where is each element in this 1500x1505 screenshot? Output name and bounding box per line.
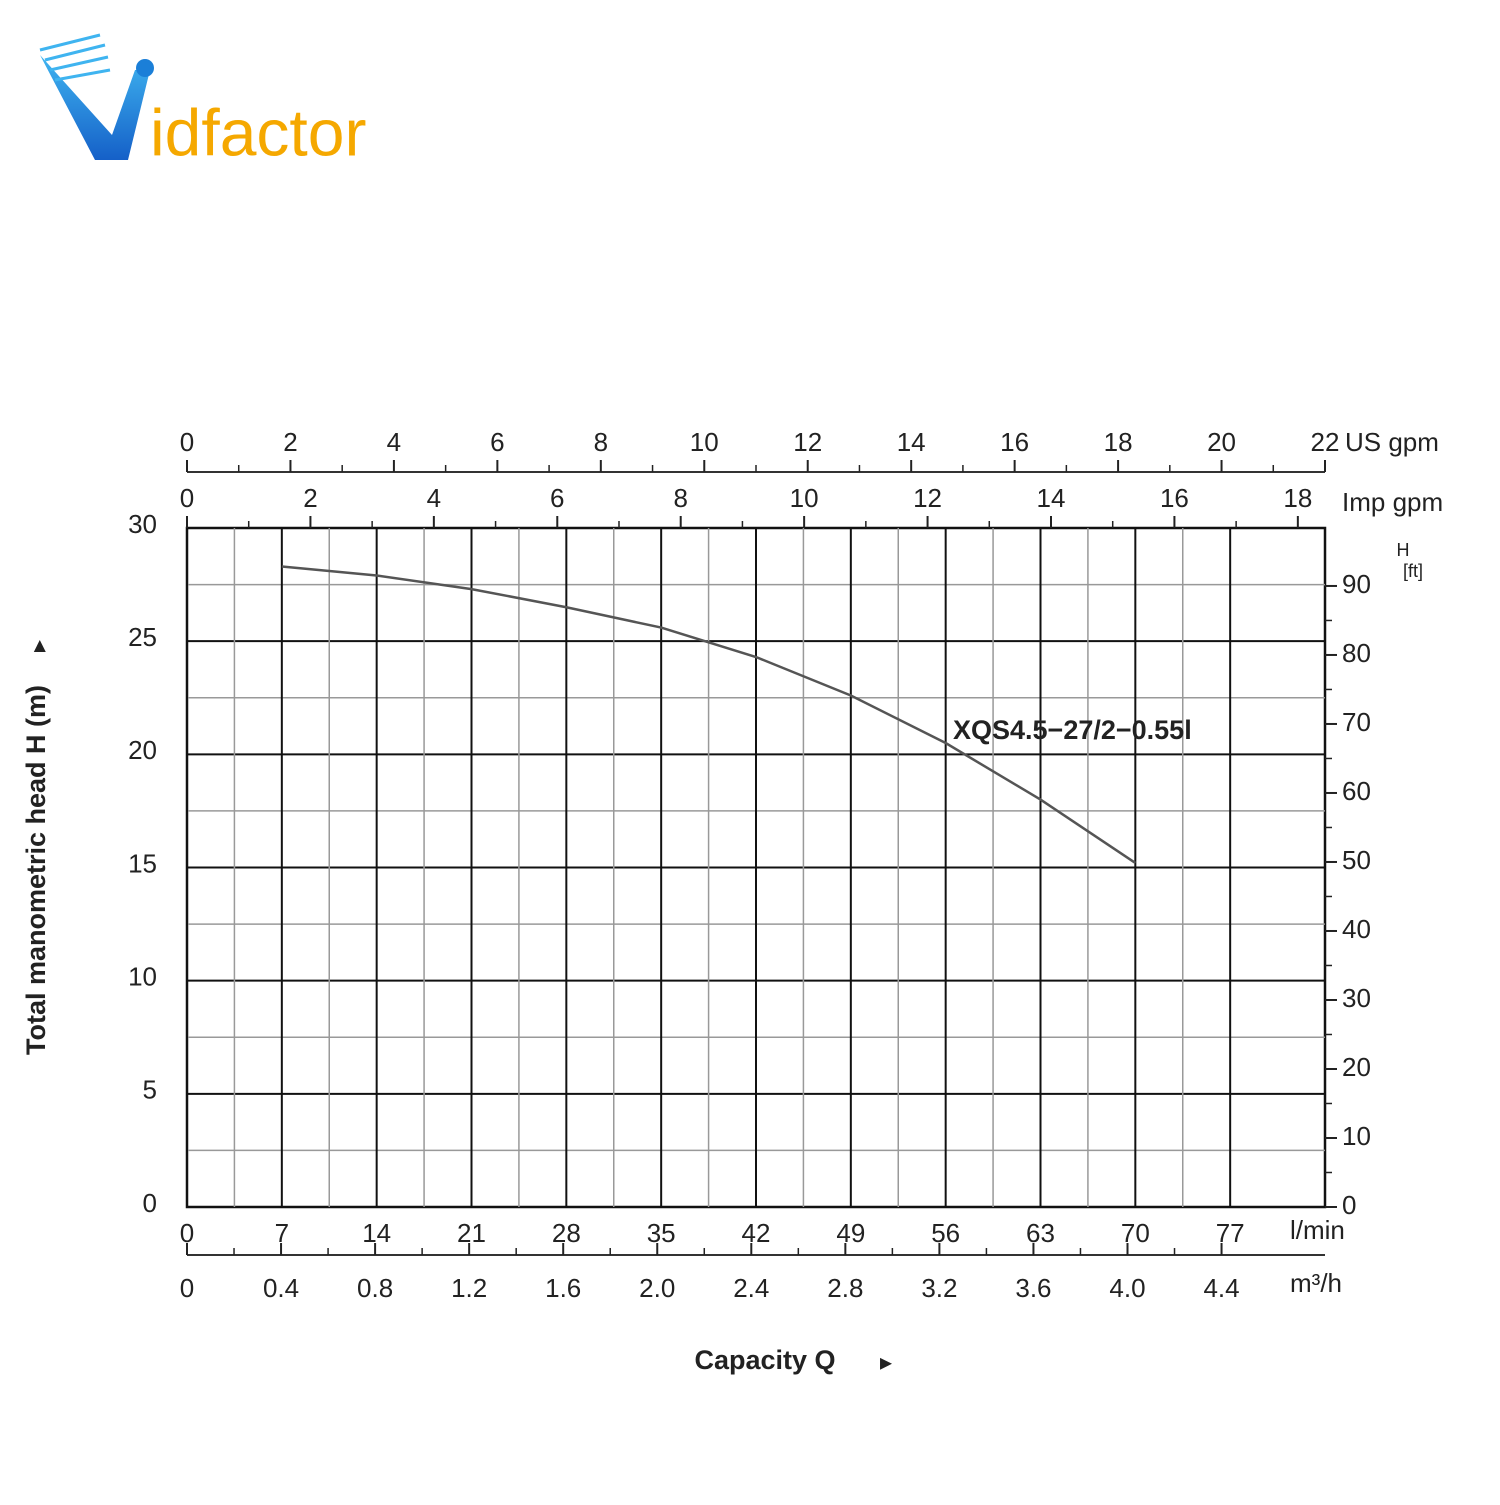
x-tick-label: 21 — [457, 1218, 486, 1248]
axis-tick-label: 0.4 — [263, 1273, 299, 1303]
axis-tick-label: 8 — [673, 483, 687, 513]
y2-tick-label: 50 — [1342, 845, 1371, 875]
curve-label: XQS4.5−27/2−0.55l — [953, 715, 1192, 745]
axis-tick-label: 0 — [180, 1273, 194, 1303]
axis-tick-label: 12 — [913, 483, 942, 513]
y-arrow: ► — [28, 636, 50, 656]
y2-tick-label: 90 — [1342, 569, 1371, 599]
axis-tick-label: 4.4 — [1203, 1273, 1239, 1303]
axis-tick-label: 22 — [1311, 427, 1340, 457]
y2-tick-label: 20 — [1342, 1052, 1371, 1082]
x-tick-label: 56 — [931, 1218, 960, 1248]
axis-tick-label: 2.0 — [639, 1273, 675, 1303]
y-tick-label: 10 — [128, 962, 157, 992]
y-tick-label: 5 — [143, 1075, 157, 1105]
y2-label: H — [1397, 540, 1410, 560]
axis-tick-label: 2 — [303, 483, 317, 513]
y2-tick-label: 0 — [1342, 1190, 1356, 1220]
x-tick-label: 28 — [552, 1218, 581, 1248]
x-tick-label: 14 — [362, 1218, 391, 1248]
axis-tick-label: 16 — [1160, 483, 1189, 513]
x-tick-label: 49 — [836, 1218, 865, 1248]
y2-tick-label: 70 — [1342, 707, 1371, 737]
axis-tick-label: 10 — [690, 427, 719, 457]
axis-unit: m³/h — [1290, 1268, 1342, 1298]
y2-tick-label: 40 — [1342, 914, 1371, 944]
y2-tick-label: 80 — [1342, 638, 1371, 668]
logo-mark — [40, 55, 150, 160]
axis-tick-label: 6 — [490, 427, 504, 457]
x-tick-label: 63 — [1026, 1218, 1055, 1248]
y-tick-label: 15 — [128, 848, 157, 878]
pump-curve — [281, 565, 1137, 865]
axis-tick-label: 18 — [1283, 483, 1312, 513]
axis-tick-label: 4 — [387, 427, 401, 457]
axis-tick-label: 16 — [1000, 427, 1029, 457]
logo-text: idfactor — [150, 95, 366, 169]
x-tick-label: 77 — [1216, 1218, 1245, 1248]
y-tick-label: 25 — [128, 622, 157, 652]
y2-unit: [ft] — [1403, 561, 1423, 581]
axis-unit: Imp gpm — [1342, 487, 1443, 517]
y2-tick-label: 30 — [1342, 983, 1371, 1013]
x-arrow: ► — [876, 1352, 896, 1374]
x-tick-label: 35 — [647, 1218, 676, 1248]
x-unit: l/min — [1290, 1215, 1345, 1245]
axis-tick-label: 3.6 — [1015, 1273, 1051, 1303]
x-tick-label: 0 — [180, 1218, 194, 1248]
axis-tick-label: 0 — [180, 483, 194, 513]
axis-tick-label: 2.8 — [827, 1273, 863, 1303]
axis-tick-label: 2.4 — [733, 1273, 769, 1303]
axis-tick-label: 4 — [427, 483, 441, 513]
axis-tick-label: 10 — [790, 483, 819, 513]
y-axis-title: Total manometric head H (m) — [21, 685, 51, 1055]
axis-tick-label: 14 — [1037, 483, 1066, 513]
axis-tick-label: 3.2 — [921, 1273, 957, 1303]
logo: idfactor — [39, 33, 366, 169]
axis-tick-label: 18 — [1104, 427, 1133, 457]
x-tick-label: 7 — [275, 1218, 289, 1248]
axis-tick-label: 20 — [1207, 427, 1236, 457]
y-tick-label: 30 — [128, 509, 157, 539]
y-tick-label: 0 — [143, 1188, 157, 1218]
y2-tick-label: 60 — [1342, 776, 1371, 806]
x-axis-title: Capacity Q — [694, 1345, 835, 1375]
y2-tick-label: 10 — [1342, 1121, 1371, 1151]
axis-tick-label: 12 — [793, 427, 822, 457]
y-tick-label: 20 — [128, 735, 157, 765]
axis-tick-label: 2 — [283, 427, 297, 457]
axis-tick-label: 8 — [594, 427, 608, 457]
x-tick-label: 42 — [742, 1218, 771, 1248]
x-tick-label: 70 — [1121, 1218, 1150, 1248]
axis-unit: US gpm — [1345, 427, 1439, 457]
logo-feathers — [39, 33, 111, 82]
axis-tick-label: 1.2 — [451, 1273, 487, 1303]
axis-tick-label: 14 — [897, 427, 926, 457]
axis-tick-label: 1.6 — [545, 1273, 581, 1303]
axis-tick-label: 4.0 — [1109, 1273, 1145, 1303]
axis-tick-label: 6 — [550, 483, 564, 513]
axis-tick-label: 0.8 — [357, 1273, 393, 1303]
axis-tick-label: 0 — [180, 427, 194, 457]
logo-head — [136, 59, 154, 77]
